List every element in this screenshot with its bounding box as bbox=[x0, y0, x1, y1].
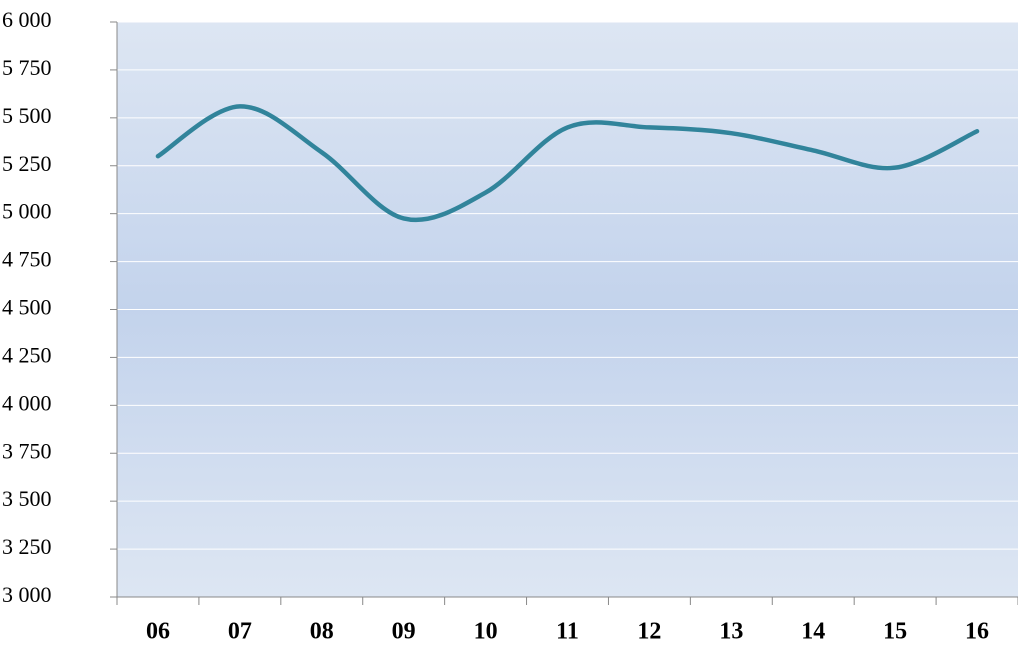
line-series bbox=[155, 104, 980, 223]
y-tick-label: 4 750 bbox=[2, 247, 52, 272]
y-tick-label: 3 750 bbox=[2, 438, 52, 463]
x-tick-label: 11 bbox=[556, 619, 579, 645]
y-tick-label: 4 000 bbox=[2, 390, 52, 415]
y-tick-label: 6 000 bbox=[2, 7, 52, 32]
y-tick-label: 5 250 bbox=[2, 151, 52, 176]
x-tick-label: 16 bbox=[965, 619, 989, 645]
x-tick-label: 08 bbox=[310, 619, 334, 645]
x-tick-label: 14 bbox=[801, 619, 825, 645]
y-tick-label: 3 500 bbox=[2, 486, 52, 511]
y-tick-label: 4 250 bbox=[2, 342, 52, 367]
x-tick-label: 09 bbox=[392, 619, 416, 645]
y-tick-label: 3 000 bbox=[2, 582, 52, 607]
x-tick-label: 15 bbox=[883, 619, 907, 645]
x-tick-label: 12 bbox=[637, 619, 661, 645]
y-tick-label: 5 750 bbox=[2, 55, 52, 80]
x-tick-label: 13 bbox=[719, 619, 743, 645]
y-tick-label: 4 500 bbox=[2, 295, 52, 320]
x-tick-label: 06 bbox=[146, 619, 170, 645]
x-tick-label: 07 bbox=[228, 619, 252, 645]
y-tick-label: 3 250 bbox=[2, 534, 52, 559]
y-tick-label: 5 500 bbox=[2, 103, 52, 128]
y-tick-label: 5 000 bbox=[2, 199, 52, 224]
x-tick-label: 10 bbox=[474, 619, 498, 645]
